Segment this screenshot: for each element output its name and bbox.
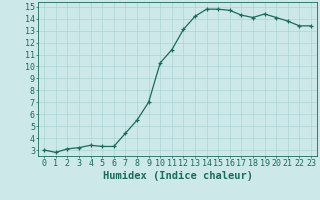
X-axis label: Humidex (Indice chaleur): Humidex (Indice chaleur)	[103, 171, 252, 181]
